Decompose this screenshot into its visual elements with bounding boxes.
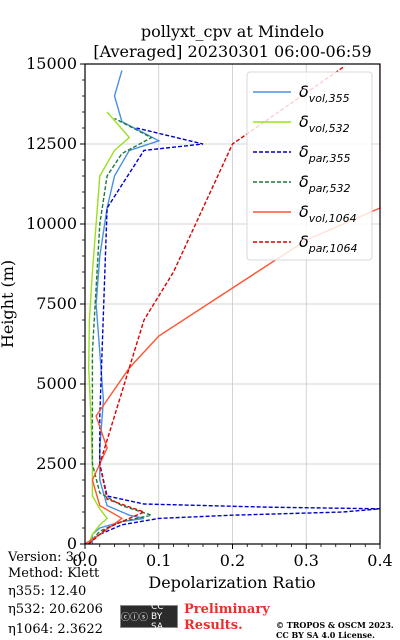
series-line — [87, 111, 131, 544]
series-line — [88, 117, 155, 544]
legend-label-sub: par,1064 — [308, 242, 358, 255]
legend-label-base: δ — [299, 202, 309, 221]
x-tick-label: 0.2 — [220, 551, 245, 570]
prelim-line2: Results. — [184, 618, 243, 633]
legend-label-sub: vol,355 — [309, 92, 350, 105]
y-tick-label: 2500 — [36, 454, 77, 473]
legend-label-base: δ — [299, 232, 309, 251]
method-text: Method: Klett — [8, 566, 100, 581]
eta532-text: η532: 20.6206 — [8, 602, 103, 617]
eta355-text: η355: 12.40 — [8, 584, 87, 599]
copyright-line2: CC BY SA 4.0 License. — [276, 630, 375, 640]
y-tick-label: 5000 — [36, 374, 77, 393]
cc-badge-label: CC BY SA — [151, 601, 164, 632]
copyright-line1: © TROPOS & OSCM 2023. — [276, 620, 394, 630]
series-line — [85, 127, 380, 544]
x-axis-label: Depolarization Ratio — [148, 573, 315, 592]
x-tick-label: 0.1 — [146, 551, 171, 570]
eta1064-text: η1064: 2.3622 — [8, 622, 103, 637]
legend: δvol,355δvol,532δpar,355δpar,532δvol,106… — [246, 71, 373, 261]
y-tick-label: 10000 — [26, 214, 77, 233]
series-group — [85, 64, 380, 544]
x-tick-label: 0.4 — [367, 551, 392, 570]
series-line — [88, 66, 344, 544]
chart-title: pollyxt_cpv at Mindelo — [140, 22, 325, 41]
chart-subtitle: [Averaged] 20230301 06:00-06:59 — [93, 42, 372, 61]
legend-label-base: δ — [299, 82, 309, 101]
legend-label-base: δ — [299, 112, 309, 131]
legend-label-sub: vol,532 — [309, 122, 350, 135]
legend-label: δpar,532 — [299, 172, 351, 195]
legend-label-sub: par,355 — [308, 152, 351, 165]
x-tick-label: 0.3 — [294, 551, 319, 570]
legend-label-base: δ — [299, 172, 309, 191]
prelim-line1: Preliminary — [184, 602, 270, 617]
legend-box — [246, 71, 373, 261]
x-tick-label: 0.0 — [72, 551, 97, 570]
cc-icon: ⓒⓘⓢ — [121, 613, 149, 623]
cc-license-badge: ⓒⓘⓢ CC BY SA — [120, 602, 178, 632]
version-text: Version: 3.0 — [8, 550, 87, 565]
legend-label: δvol,532 — [299, 112, 350, 135]
copyright-notice: © TROPOS & OSCM 2023. CC BY SA 4.0 Licen… — [276, 620, 394, 640]
y-axis-label: Height (m) — [0, 260, 17, 348]
y-tick-label: 12500 — [26, 134, 77, 153]
legend-label: δvol,355 — [299, 82, 350, 105]
y-tick-label: 7500 — [36, 294, 77, 313]
preliminary-notice: Preliminary Results. — [184, 602, 270, 634]
axis-ticks: 0.0 0.1 0.2 0.3 0.4 0 2500 5000 7500 10000 12500 15… — [26, 54, 393, 570]
legend-label: δpar,1064 — [299, 232, 358, 255]
legend-label: δpar,355 — [299, 142, 351, 165]
legend-label: δvol,1064 — [299, 202, 357, 225]
legend-label-base: δ — [299, 142, 309, 161]
y-tick-label: 0 — [67, 534, 77, 553]
y-tick-label: 15000 — [26, 54, 77, 73]
legend-label-sub: par,532 — [308, 182, 351, 195]
legend-label-sub: vol,1064 — [309, 212, 357, 225]
